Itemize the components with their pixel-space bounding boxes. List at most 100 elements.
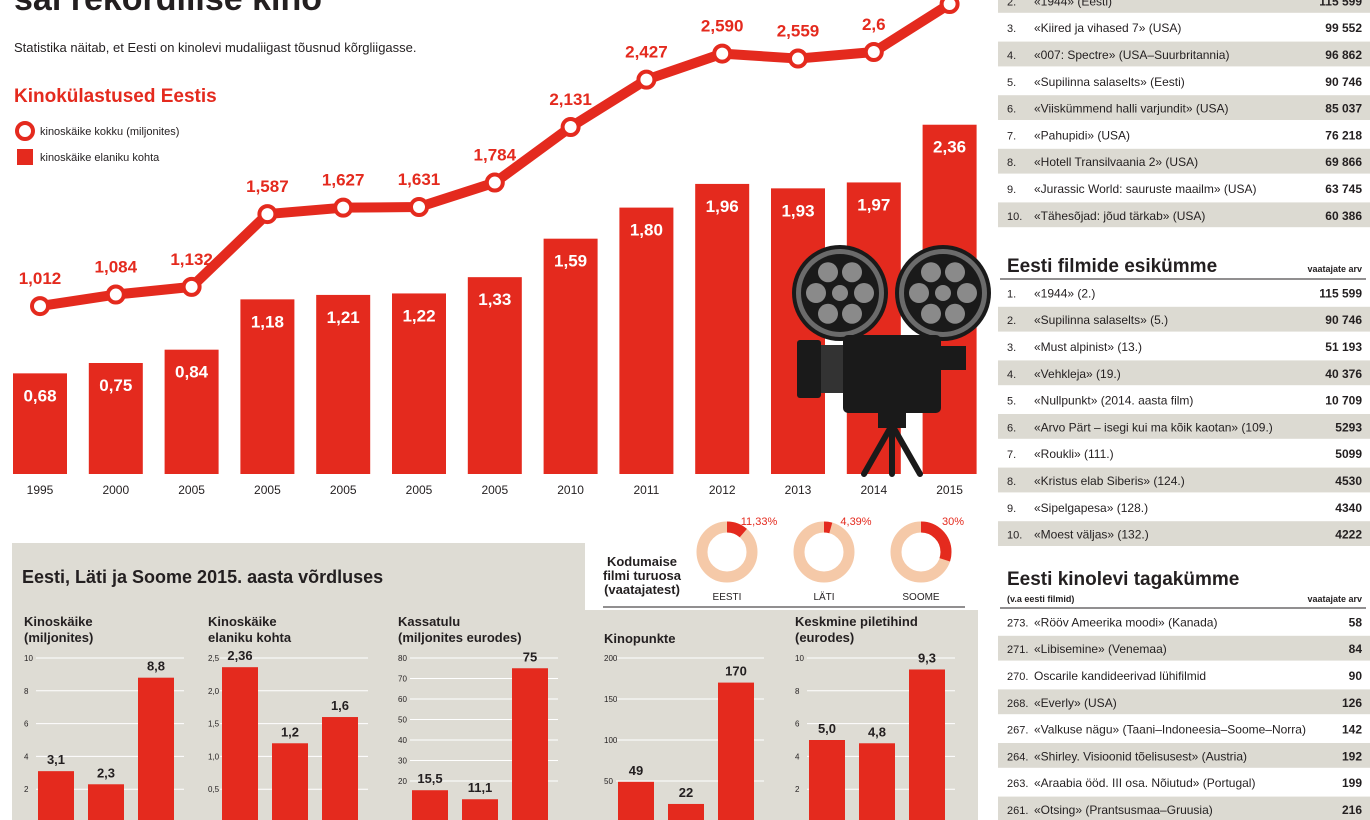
small-ytick-2-6: 20 (398, 777, 407, 786)
eesti-row-value-5: 5293 (1335, 420, 1362, 434)
bar-label-8: 1,80 (630, 221, 663, 240)
small-ytick-4-4: 2 (795, 785, 800, 794)
x-tick-5: 2005 (406, 483, 433, 497)
top-row-value-2: 96 862 (1325, 48, 1362, 62)
eesti-row-name-8: «Sipelgapesa» (128.) (1034, 501, 1148, 515)
eesti-row-name-5: «Arvo Pärt – isegi kui ma kõik kaotan» (… (1034, 420, 1273, 434)
taga-row-num-7: 261. (1007, 805, 1028, 817)
eesti-row-name-9: «Moest väljas» (132.) (1034, 528, 1149, 542)
x-tick-1: 2000 (102, 483, 129, 497)
taga-row-name-0: «Rööv Ameerika moodi» (Kanada) (1034, 615, 1217, 629)
eesti-row-value-4: 10 709 (1325, 394, 1362, 408)
small-ytick-1-0: 2,5 (208, 654, 220, 663)
taga-row-num-3: 268. (1007, 698, 1028, 710)
top-row-value-6: 69 866 (1325, 155, 1362, 169)
donut-slice-2 (890, 521, 952, 583)
eesti-row-value-1: 90 746 (1325, 313, 1362, 327)
bar-label-9: 1,96 (706, 197, 739, 216)
line-label-1: 1,084 (95, 258, 138, 277)
small-ytick-4-2: 6 (795, 720, 800, 729)
top-row-name-3: «Supilinna salaselts» (Eesti) (1034, 75, 1185, 89)
eesti-row-num-5: 6. (1007, 422, 1016, 434)
bar-per-capita-3 (240, 299, 295, 474)
eesti-row-num-2: 3. (1007, 342, 1016, 354)
taga-row-num-4: 267. (1007, 725, 1028, 737)
donut-slice-0 (696, 521, 758, 583)
small-chart-title-0: Kinoskäike (24, 614, 93, 629)
taga-row-name-1: «Libisemine» (Venemaa) (1034, 642, 1167, 656)
top-row-value-4: 85 037 (1325, 102, 1362, 116)
line-label-11: 2,6 (862, 15, 886, 34)
top-row-name-0: «1944» (Eesti) (1034, 0, 1112, 8)
bar-per-capita-6 (467, 277, 522, 474)
taga-row-stripe-5 (998, 743, 1370, 768)
small-bar-4-0 (809, 740, 845, 820)
x-tick-6: 2005 (481, 483, 508, 497)
small-chart-title-2: Kassatulu (398, 614, 460, 629)
line-label-4: 1,627 (322, 171, 365, 190)
small-bar-4-2 (909, 669, 945, 820)
small-bar-label-3-1: 22 (679, 785, 693, 800)
donut-label-1: LÄTI (813, 591, 834, 603)
bar-label-5: 1,22 (402, 306, 435, 325)
donut-label-2: SOOME (902, 592, 940, 603)
top-row-num-8: 10. (1007, 211, 1022, 223)
x-tick-7: 2010 (557, 483, 584, 497)
top-row-value-8: 60 386 (1325, 209, 1362, 223)
small-bar-3-0 (618, 781, 654, 820)
top-row-name-1: «Kiired ja vihased 7» (USA) (1034, 21, 1181, 35)
line-point-11 (863, 42, 884, 62)
taga-row-value-3: 126 (1342, 696, 1362, 710)
taga-row-name-3: «Everly» (USA) (1034, 696, 1117, 710)
x-tick-3: 2005 (254, 483, 281, 497)
eesti-row-name-4: «Nullpunkt» (2014. aasta film) (1034, 394, 1193, 408)
top-row-num-5: 7. (1007, 130, 1016, 142)
taga-row-num-5: 264. (1007, 751, 1028, 763)
small-ytick-3-2: 100 (604, 736, 618, 745)
x-tick-9: 2012 (709, 483, 736, 497)
line-point-2 (181, 276, 202, 297)
line-point-5 (409, 197, 429, 218)
small-ytick-1-3: 1,0 (208, 752, 220, 761)
taga-row-name-7: «Otsing» (Prantsusmaa–Gruusia) (1034, 803, 1213, 817)
line-label-3: 1,587 (246, 177, 289, 196)
taga-row-num-2: 270. (1007, 671, 1028, 683)
small-ytick-4-1: 8 (795, 687, 800, 696)
top-row-name-5: «Pahupidi» (USA) (1034, 128, 1130, 142)
small-ytick-3-1: 150 (604, 695, 618, 704)
legend-line-marker (15, 121, 35, 141)
bar-label-7: 1,59 (554, 252, 587, 271)
small-bar-2-1 (462, 799, 498, 820)
small-bar-label-0-0: 3,1 (47, 752, 65, 767)
eesti-row-name-6: «Roukli» (111.) (1034, 447, 1114, 461)
small-bar-label-3-2: 170 (725, 664, 747, 679)
eesti-row-name-0: «1944» (2.) (1034, 286, 1095, 300)
taga-row-name-4: «Valkuse nägu» (Taani–Indoneesia–Soome–N… (1034, 723, 1306, 737)
small-ytick-3-3: 50 (604, 777, 613, 786)
top-row-name-6: «Hotell Transilvaania 2» (USA) (1034, 155, 1198, 169)
bar-per-capita-1 (88, 363, 143, 474)
small-bar-label-1-2: 1,6 (331, 698, 349, 713)
small-bar-1-2 (322, 717, 358, 820)
eesti-row-name-7: «Kristus elab Siberis» (124.) (1034, 474, 1185, 488)
small-bar-2-2 (512, 668, 548, 820)
top-row-stripe-8 (998, 202, 1370, 228)
small-ytick-0-2: 6 (24, 720, 29, 729)
eesti-row-value-9: 4222 (1335, 528, 1362, 542)
line-point-9 (712, 43, 733, 64)
line-label-5: 1,631 (398, 170, 441, 189)
donut-pct-2: 30% (942, 516, 964, 528)
small-ytick-2-4: 40 (398, 736, 407, 745)
small-ytick-4-3: 4 (795, 752, 800, 761)
line-label-0: 1,012 (19, 269, 62, 288)
taga-row-stripe-7 (998, 796, 1370, 820)
eesti-top-title: Eesti filmide esikümme (1007, 256, 1217, 277)
eesti-row-num-7: 8. (1007, 476, 1016, 488)
small-ytick-3-0: 200 (604, 654, 618, 663)
projector-body-icon (843, 335, 941, 413)
eesti-row-num-1: 2. (1007, 315, 1016, 327)
taga-row-value-5: 192 (1342, 749, 1362, 763)
taga-row-value-1: 84 (1349, 642, 1363, 656)
